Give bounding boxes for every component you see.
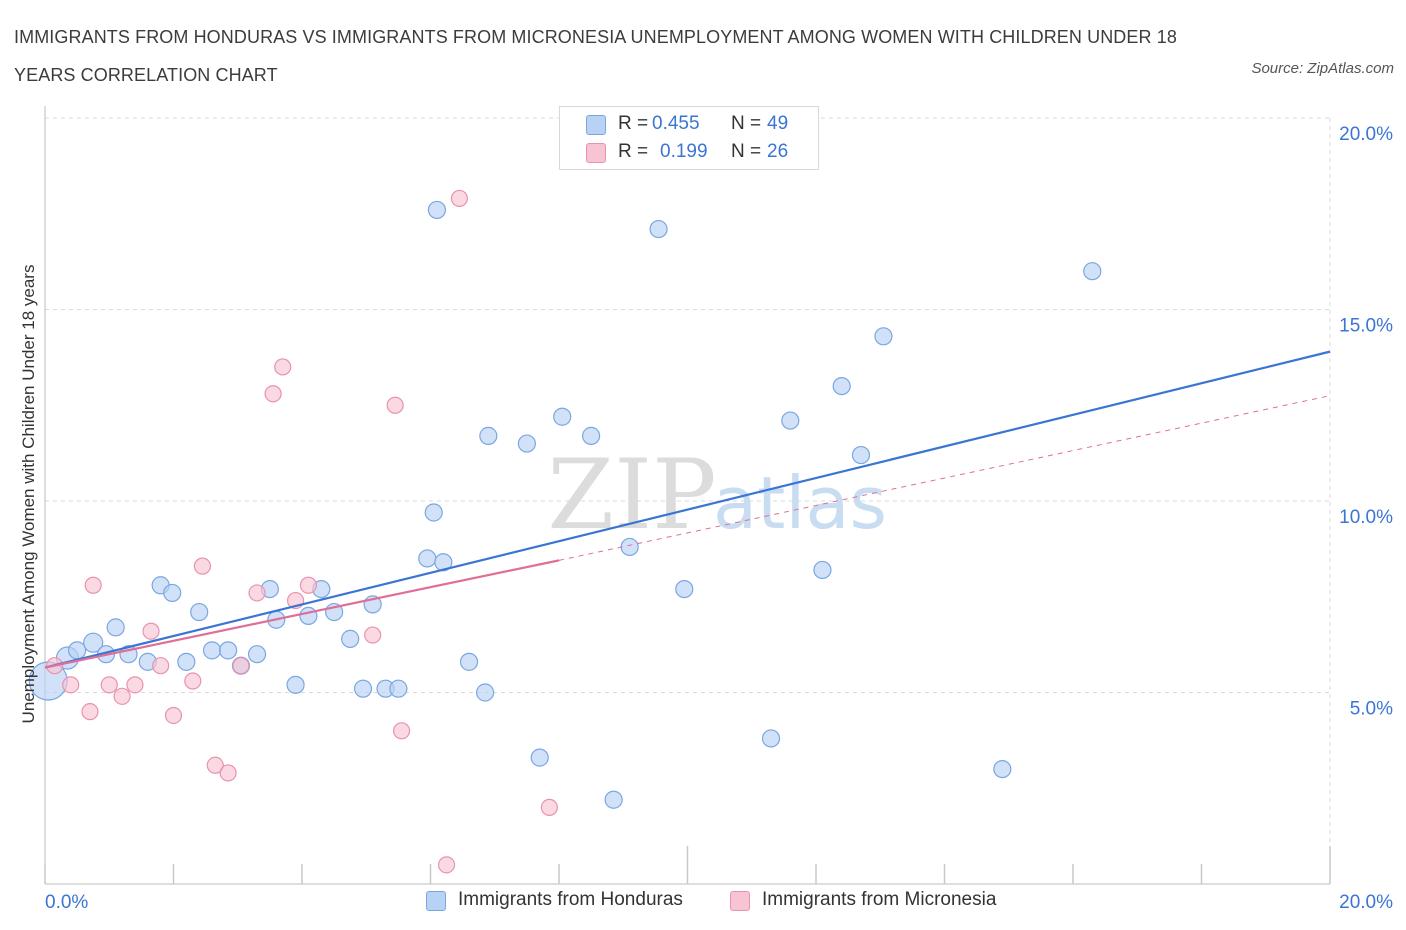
- honduras-point: [427, 200, 447, 220]
- honduras-point: [851, 445, 871, 465]
- honduras-point: [874, 327, 893, 346]
- micronesia-swatch: [586, 143, 606, 163]
- honduras-point: [761, 729, 781, 748]
- honduras-trendline: [44, 350, 1331, 669]
- honduras-point: [649, 219, 668, 239]
- r-value: 0.199: [660, 141, 708, 162]
- micronesia-point: [206, 756, 224, 774]
- n-value: 26: [767, 141, 789, 162]
- micronesia-point: [450, 189, 469, 208]
- r-label: R =: [618, 113, 649, 134]
- honduras-point: [353, 679, 373, 698]
- micronesia-point: [164, 706, 183, 725]
- micronesia-point: [364, 626, 382, 644]
- micronesia-point: [264, 385, 282, 403]
- honduras-point: [813, 560, 832, 580]
- honduras-point: [530, 748, 549, 767]
- micronesia-point: [62, 676, 80, 694]
- micronesia-legend-label: Immigrants from Micronesia: [762, 889, 997, 910]
- micronesia-trendline-extension: [558, 395, 1331, 561]
- honduras-point: [479, 426, 498, 445]
- honduras-point: [620, 537, 639, 557]
- points-layer: [28, 189, 1102, 874]
- watermark-zip: ZIP: [547, 439, 716, 551]
- micronesia-point: [392, 722, 411, 740]
- micronesia-point: [142, 622, 160, 640]
- axis-layer: 5.0% 10.0% 15.0% 20.0% 0.0% 20.0%: [44, 106, 1393, 913]
- y-tick-label: 5.0%: [1350, 699, 1393, 720]
- honduras-point: [553, 407, 572, 426]
- honduras-point: [389, 679, 408, 698]
- micronesia-point: [193, 557, 212, 575]
- source-label: Source: ZipAtlas.com: [1251, 60, 1394, 77]
- micronesia-point: [152, 657, 170, 675]
- honduras-point: [459, 652, 479, 671]
- honduras-point: [202, 641, 222, 660]
- honduras-point: [424, 503, 443, 522]
- x-tick-label: 20.0%: [1339, 892, 1393, 913]
- honduras-swatch: [586, 115, 606, 135]
- micronesia-point: [100, 676, 118, 694]
- micronesia-point: [219, 764, 237, 782]
- micronesia-point: [113, 687, 131, 705]
- n-label: N =: [731, 141, 762, 162]
- watermark-atlas: atlas: [713, 461, 887, 545]
- honduras-point: [341, 629, 360, 648]
- n-value: 49: [767, 113, 789, 134]
- micronesia-point: [386, 396, 404, 414]
- honduras-legend-label: Immigrants from Honduras: [458, 889, 683, 910]
- micronesia-point: [299, 576, 318, 594]
- honduras-point: [83, 632, 104, 653]
- honduras-point: [675, 579, 694, 599]
- micronesia-swatch: [730, 891, 750, 911]
- micronesia-trendline: [44, 559, 560, 669]
- correlation-legend: R = 0.455 N = 49 R = 0.199 N = 26: [559, 106, 819, 170]
- honduras-point: [286, 675, 305, 694]
- honduras-point: [604, 790, 623, 809]
- r-label: R =: [618, 141, 649, 162]
- honduras-point: [993, 759, 1012, 779]
- y-axis-label: Unemployment Among Women with Children U…: [19, 265, 38, 724]
- micronesia-point: [81, 703, 99, 721]
- micronesia-point: [540, 798, 558, 817]
- chart-title: IMMIGRANTS FROM HONDURAS VS IMMIGRANTS F…: [14, 27, 1177, 85]
- watermark: ZIP atlas: [547, 439, 887, 551]
- honduras-swatch: [426, 891, 446, 911]
- y-tick-label: 20.0%: [1339, 124, 1393, 145]
- honduras-point: [190, 602, 209, 622]
- honduras-point: [219, 641, 238, 660]
- honduras-point: [476, 683, 495, 702]
- micronesia-point: [248, 584, 266, 602]
- honduras-point: [177, 652, 196, 671]
- r-value: 0.455: [652, 113, 700, 134]
- trend-layer: [44, 350, 1331, 669]
- honduras-point: [106, 618, 125, 637]
- micronesia-point: [84, 576, 102, 594]
- y-tick-label: 10.0%: [1339, 507, 1393, 528]
- honduras-point: [247, 645, 267, 664]
- micronesia-point: [184, 672, 202, 690]
- n-label: N =: [731, 113, 762, 134]
- micronesia-point: [437, 856, 456, 874]
- honduras-point: [582, 426, 601, 445]
- honduras-point: [418, 549, 437, 568]
- micronesia-point: [274, 358, 292, 376]
- micronesia-point: [232, 657, 250, 675]
- honduras-point: [163, 583, 182, 603]
- honduras-point: [68, 641, 87, 660]
- honduras-point: [781, 411, 800, 430]
- honduras-point: [832, 377, 851, 396]
- honduras-point: [299, 606, 318, 626]
- x-tick-label: 0.0%: [45, 892, 88, 913]
- micronesia-point: [126, 676, 144, 694]
- honduras-point: [517, 434, 536, 453]
- honduras-point: [1083, 262, 1102, 281]
- y-tick-label: 15.0%: [1339, 316, 1393, 337]
